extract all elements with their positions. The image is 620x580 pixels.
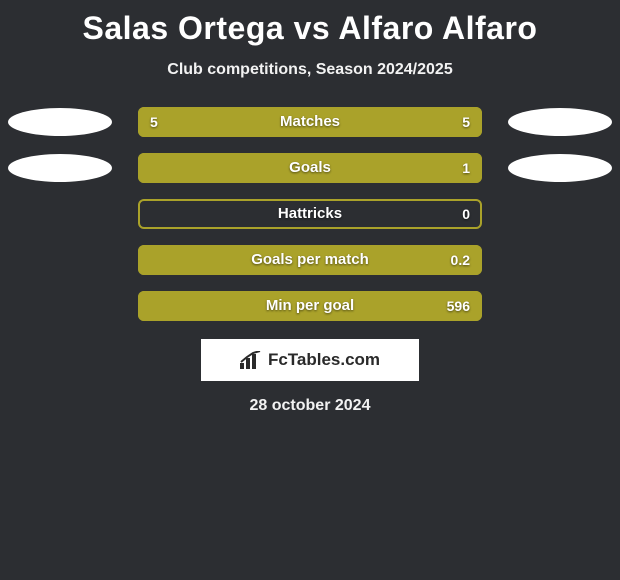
player2-name: Alfaro Alfaro xyxy=(338,10,537,46)
metric-rows: Matches55 Goals1 Hattricks0 Goals per match… xyxy=(0,107,620,321)
vs-label: vs xyxy=(294,10,331,46)
metric-row: Matches55 xyxy=(0,107,620,137)
metric-bar-track xyxy=(138,245,482,275)
player2-avatar xyxy=(508,108,612,136)
bars-icon xyxy=(240,351,262,369)
snapshot-date: 28 october 2024 xyxy=(0,397,620,415)
metric-row: Goals per match0.2 xyxy=(0,245,620,275)
comparison-card: Salas Ortega vs Alfaro Alfaro Club compe… xyxy=(0,0,620,580)
bar-fill-left xyxy=(138,107,310,137)
metric-bar-track xyxy=(138,153,482,183)
bar-fill-right xyxy=(138,291,482,321)
metric-row: Hattricks0 xyxy=(0,199,620,229)
subtitle: Club competitions, Season 2024/2025 xyxy=(0,61,620,79)
bar-fill-right xyxy=(138,153,482,183)
metric-bar-track xyxy=(138,107,482,137)
player2-avatar xyxy=(508,154,612,182)
player1-avatar xyxy=(8,108,112,136)
metric-bar-track xyxy=(138,291,482,321)
metric-bar-track xyxy=(138,199,482,229)
bar-fill-right xyxy=(138,245,482,275)
source-logo: FcTables.com xyxy=(201,339,419,381)
bar-fill-right xyxy=(310,107,482,137)
player1-avatar xyxy=(8,154,112,182)
logo-text: FcTables.com xyxy=(268,350,380,370)
page-title: Salas Ortega vs Alfaro Alfaro xyxy=(0,0,620,47)
metric-row: Min per goal596 xyxy=(0,291,620,321)
player1-name: Salas Ortega xyxy=(83,10,285,46)
metric-row: Goals1 xyxy=(0,153,620,183)
